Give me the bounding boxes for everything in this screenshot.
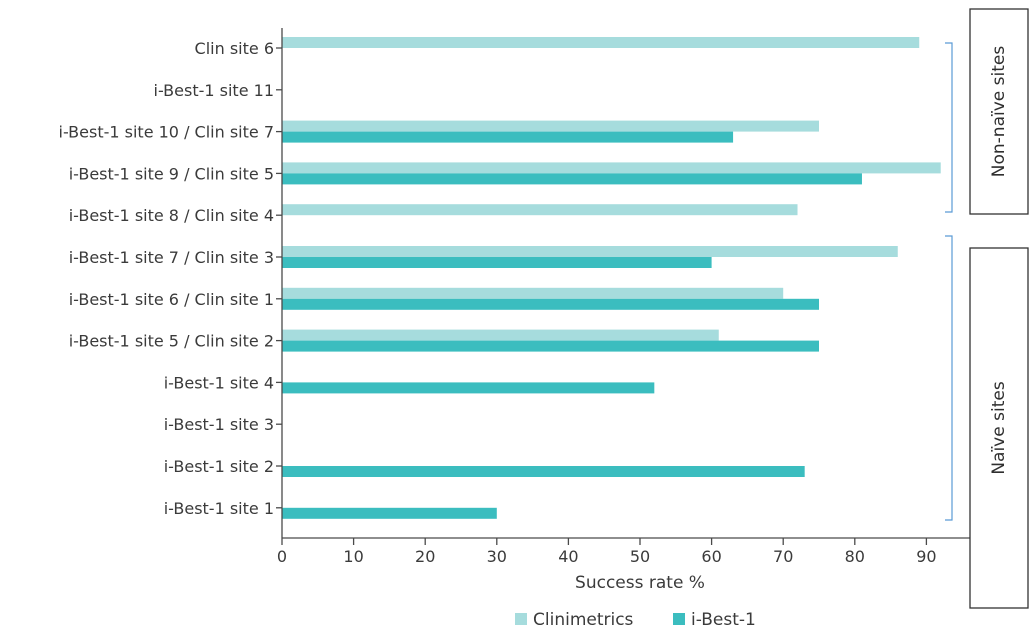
y-tick-label-4: i-Best-1 site 8 / Clin site 4 [69,206,274,225]
legend-swatch-i-best-1 [673,613,685,625]
bar-i-best-1-8 [282,382,655,394]
y-tick-label-11: i-Best-1 site 1 [164,499,274,518]
legend-label-clinimetrics: Clinimetrics [533,610,634,630]
group-box-0 [969,8,1029,215]
y-tick-label-7: i-Best-1 site 5 / Clin site 2 [69,332,274,351]
y-tick-label-8: i-Best-1 site 4 [164,373,274,392]
x-tick-label-1: 10 [343,547,363,566]
y-tick-label-9: i-Best-1 site 3 [164,415,274,434]
bar-clinimetrics-7 [282,329,719,341]
group-label-0: Non-naïve sites [989,46,1009,178]
x-tick-label-6: 60 [701,547,721,566]
x-tick-label-3: 30 [487,547,507,566]
x-tick-label-4: 40 [558,547,578,566]
group-box-1 [969,247,1029,609]
group-label-1: Naïve sites [989,381,1009,474]
bar-clinimetrics-2 [282,120,819,132]
bar-clinimetrics-0 [282,37,920,48]
y-tick-label-2: i-Best-1 site 10 / Clin site 7 [59,123,274,142]
group-bracket-1 [945,235,953,521]
x-tick-label-0: 0 [277,547,287,566]
bar-i-best-1-2 [282,131,734,143]
bar-clinimetrics-5 [282,246,898,257]
y-tick-label-6: i-Best-1 site 6 / Clin site 1 [69,290,274,309]
y-tick-label-5: i-Best-1 site 7 / Clin site 3 [69,248,274,267]
bar-clinimetrics-3 [282,162,941,174]
bar-i-best-1-5 [282,257,712,268]
x-tick-label-8: 80 [845,547,865,566]
x-tick-label-2: 20 [415,547,435,566]
bar-i-best-1-3 [282,173,862,185]
bar-i-best-1-6 [282,298,819,310]
bar-i-best-1-10 [282,466,805,477]
x-tick-label-7: 70 [773,547,793,566]
x-axis-title: Success rate % [575,573,705,593]
y-tick-label-3: i-Best-1 site 9 / Clin site 5 [69,164,274,183]
bar-clinimetrics-6 [282,287,784,299]
legend-label-i-best-1: i-Best-1 [691,610,756,630]
y-tick-label-1: i-Best-1 site 11 [154,81,274,100]
y-tick-label-0: Clin site 6 [195,39,274,58]
group-bracket-0 [945,42,953,213]
bar-i-best-1-11 [282,507,497,519]
x-tick-label-5: 50 [630,547,650,566]
bar-i-best-1-7 [282,340,819,352]
legend-swatch-clinimetrics [515,613,527,625]
y-tick-label-10: i-Best-1 site 2 [164,457,274,476]
bar-clinimetrics-4 [282,204,798,216]
x-tick-label-9: 90 [916,547,936,566]
